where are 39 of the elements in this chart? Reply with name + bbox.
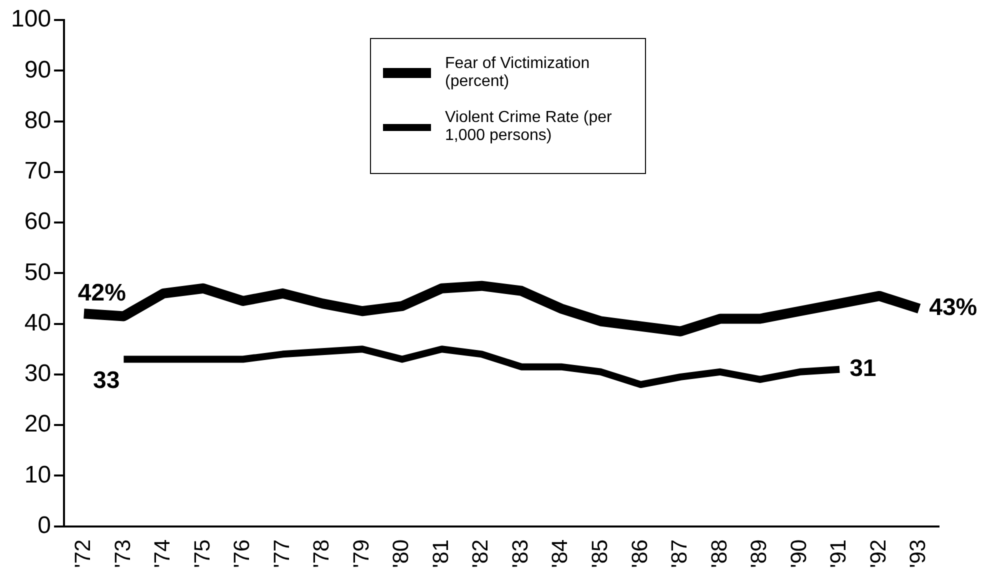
y-tick-label: 10	[24, 461, 52, 488]
y-tick-label: 60	[24, 208, 52, 236]
y-tick-label: 40	[24, 309, 52, 336]
y-tick-label: 20	[24, 410, 52, 438]
y-tick-label: 50	[24, 258, 52, 286]
x-tick-label: '83	[507, 539, 532, 568]
y-tick-label: 90	[24, 56, 52, 84]
y-tick-label: 80	[24, 106, 52, 134]
y-tick-label: 0	[38, 512, 52, 539]
x-tick-label: '87	[666, 539, 692, 568]
x-tick-label: '74	[150, 539, 175, 568]
x-tick-label: '81	[428, 539, 453, 568]
x-tick-label: '77	[268, 539, 294, 568]
annotation: 42%	[78, 279, 126, 306]
x-tick-label: '85	[587, 539, 612, 568]
annotation: 43%	[929, 294, 978, 322]
x-tick-label: '80	[388, 539, 414, 568]
x-tick-label: '90	[786, 539, 811, 568]
x-tick-label: '88	[706, 539, 732, 568]
x-tick-label: '72	[70, 539, 95, 568]
annotation: 31	[850, 354, 876, 382]
legend-label: Violent Crime Rate (per 1,000 persons)	[445, 109, 613, 145]
x-tick-label: '76	[229, 539, 254, 568]
y-tick-label: 100	[10, 6, 52, 33]
x-tick-label: '86	[626, 539, 652, 568]
legend-label: Fear of Victimization (percent)	[445, 55, 591, 91]
x-tick-label: '73	[110, 539, 135, 568]
x-tick-label: '92	[865, 539, 890, 568]
x-tick-label: '93	[905, 539, 930, 568]
x-tick-label: '82	[468, 539, 493, 568]
annotation: 33	[92, 366, 120, 394]
x-tick-label: '84	[547, 539, 572, 568]
x-tick-label: '79	[348, 539, 374, 568]
x-tick-label: '78	[308, 539, 334, 568]
y-tick-label: 30	[24, 360, 52, 388]
x-tick-label: '91	[826, 539, 851, 568]
x-tick-label: '75	[189, 539, 214, 568]
x-tick-label: '89	[746, 539, 772, 568]
y-tick-label: 70	[24, 158, 52, 185]
